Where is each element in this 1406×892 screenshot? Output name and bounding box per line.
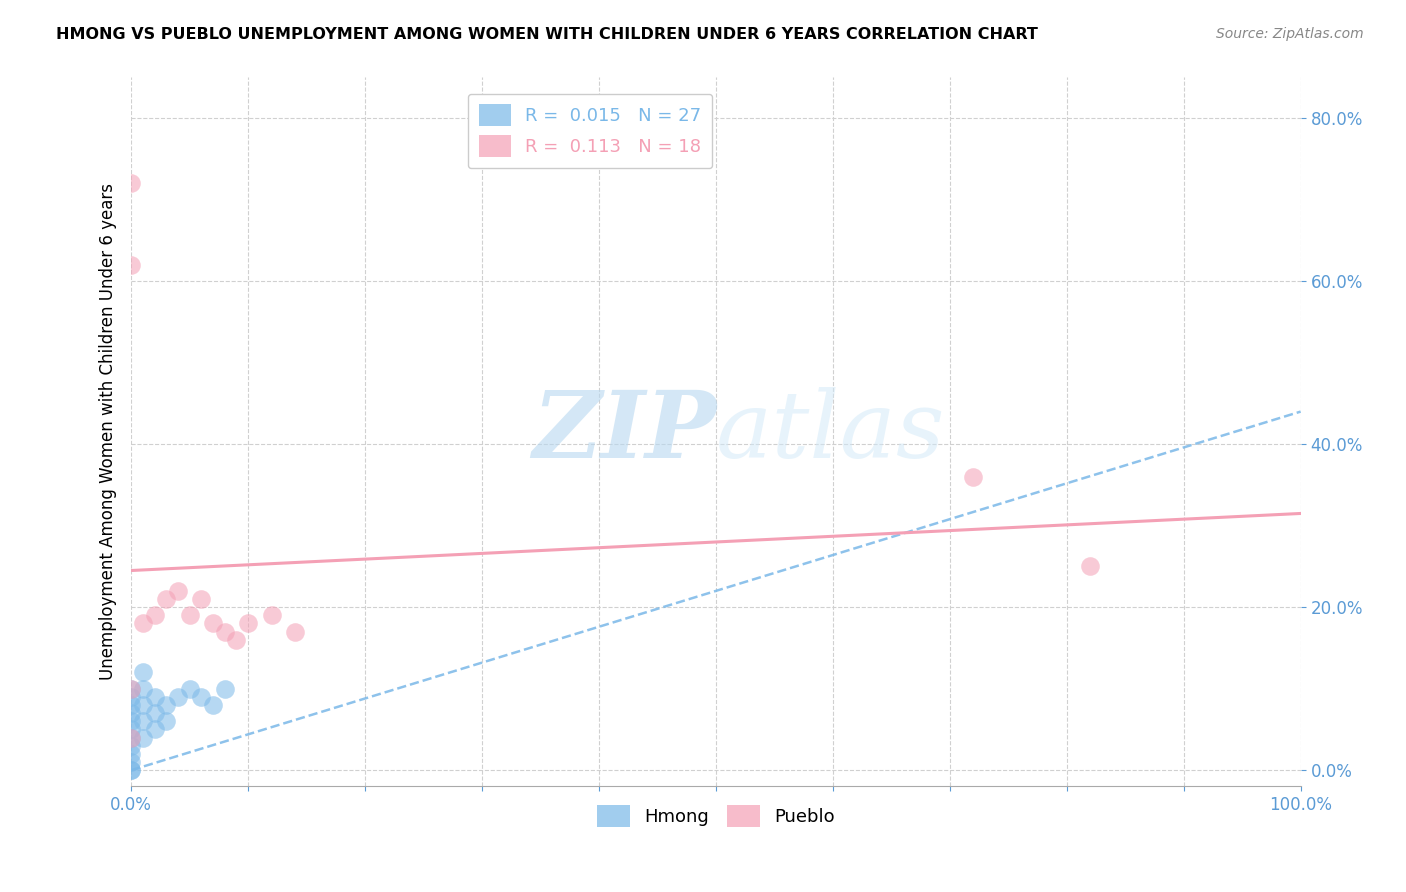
Point <box>179 608 201 623</box>
Point <box>120 698 142 712</box>
Point <box>1078 559 1101 574</box>
Point <box>260 608 283 623</box>
Point <box>132 714 155 729</box>
Point <box>120 714 142 729</box>
Text: Source: ZipAtlas.com: Source: ZipAtlas.com <box>1216 27 1364 41</box>
Point <box>167 583 190 598</box>
Point <box>143 706 166 720</box>
Point <box>143 690 166 704</box>
Point <box>214 681 236 696</box>
Point <box>202 698 225 712</box>
Point <box>120 706 142 720</box>
Point <box>225 632 247 647</box>
Point <box>190 690 212 704</box>
Point <box>120 681 142 696</box>
Point <box>120 258 142 272</box>
Point <box>120 731 142 745</box>
Point <box>120 690 142 704</box>
Point <box>132 616 155 631</box>
Point <box>120 763 142 777</box>
Point <box>214 624 236 639</box>
Point <box>238 616 260 631</box>
Point <box>155 714 177 729</box>
Point <box>120 723 142 737</box>
Point <box>155 698 177 712</box>
Point <box>132 665 155 680</box>
Point <box>120 731 142 745</box>
Point <box>132 681 155 696</box>
Point <box>132 731 155 745</box>
Text: ZIP: ZIP <box>531 387 716 477</box>
Legend: Hmong, Pueblo: Hmong, Pueblo <box>591 797 842 834</box>
Point <box>143 723 166 737</box>
Text: HMONG VS PUEBLO UNEMPLOYMENT AMONG WOMEN WITH CHILDREN UNDER 6 YEARS CORRELATION: HMONG VS PUEBLO UNEMPLOYMENT AMONG WOMEN… <box>56 27 1038 42</box>
Point <box>132 698 155 712</box>
Point <box>120 747 142 761</box>
Y-axis label: Unemployment Among Women with Children Under 6 years: Unemployment Among Women with Children U… <box>100 184 117 681</box>
Point <box>120 763 142 777</box>
Point <box>190 592 212 607</box>
Point <box>167 690 190 704</box>
Point <box>143 608 166 623</box>
Point <box>155 592 177 607</box>
Point <box>120 681 142 696</box>
Point <box>120 739 142 753</box>
Point <box>962 470 984 484</box>
Point <box>179 681 201 696</box>
Point <box>120 177 142 191</box>
Point <box>202 616 225 631</box>
Point <box>284 624 307 639</box>
Text: atlas: atlas <box>716 387 945 477</box>
Point <box>120 755 142 769</box>
